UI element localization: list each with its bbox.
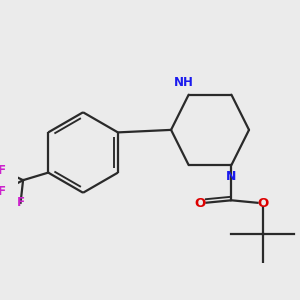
Text: F: F [16, 196, 25, 209]
Text: O: O [195, 197, 206, 210]
Text: F: F [0, 164, 6, 177]
Text: N: N [226, 170, 237, 183]
Text: NH: NH [174, 76, 194, 88]
Text: F: F [0, 185, 6, 198]
Text: O: O [257, 197, 268, 210]
